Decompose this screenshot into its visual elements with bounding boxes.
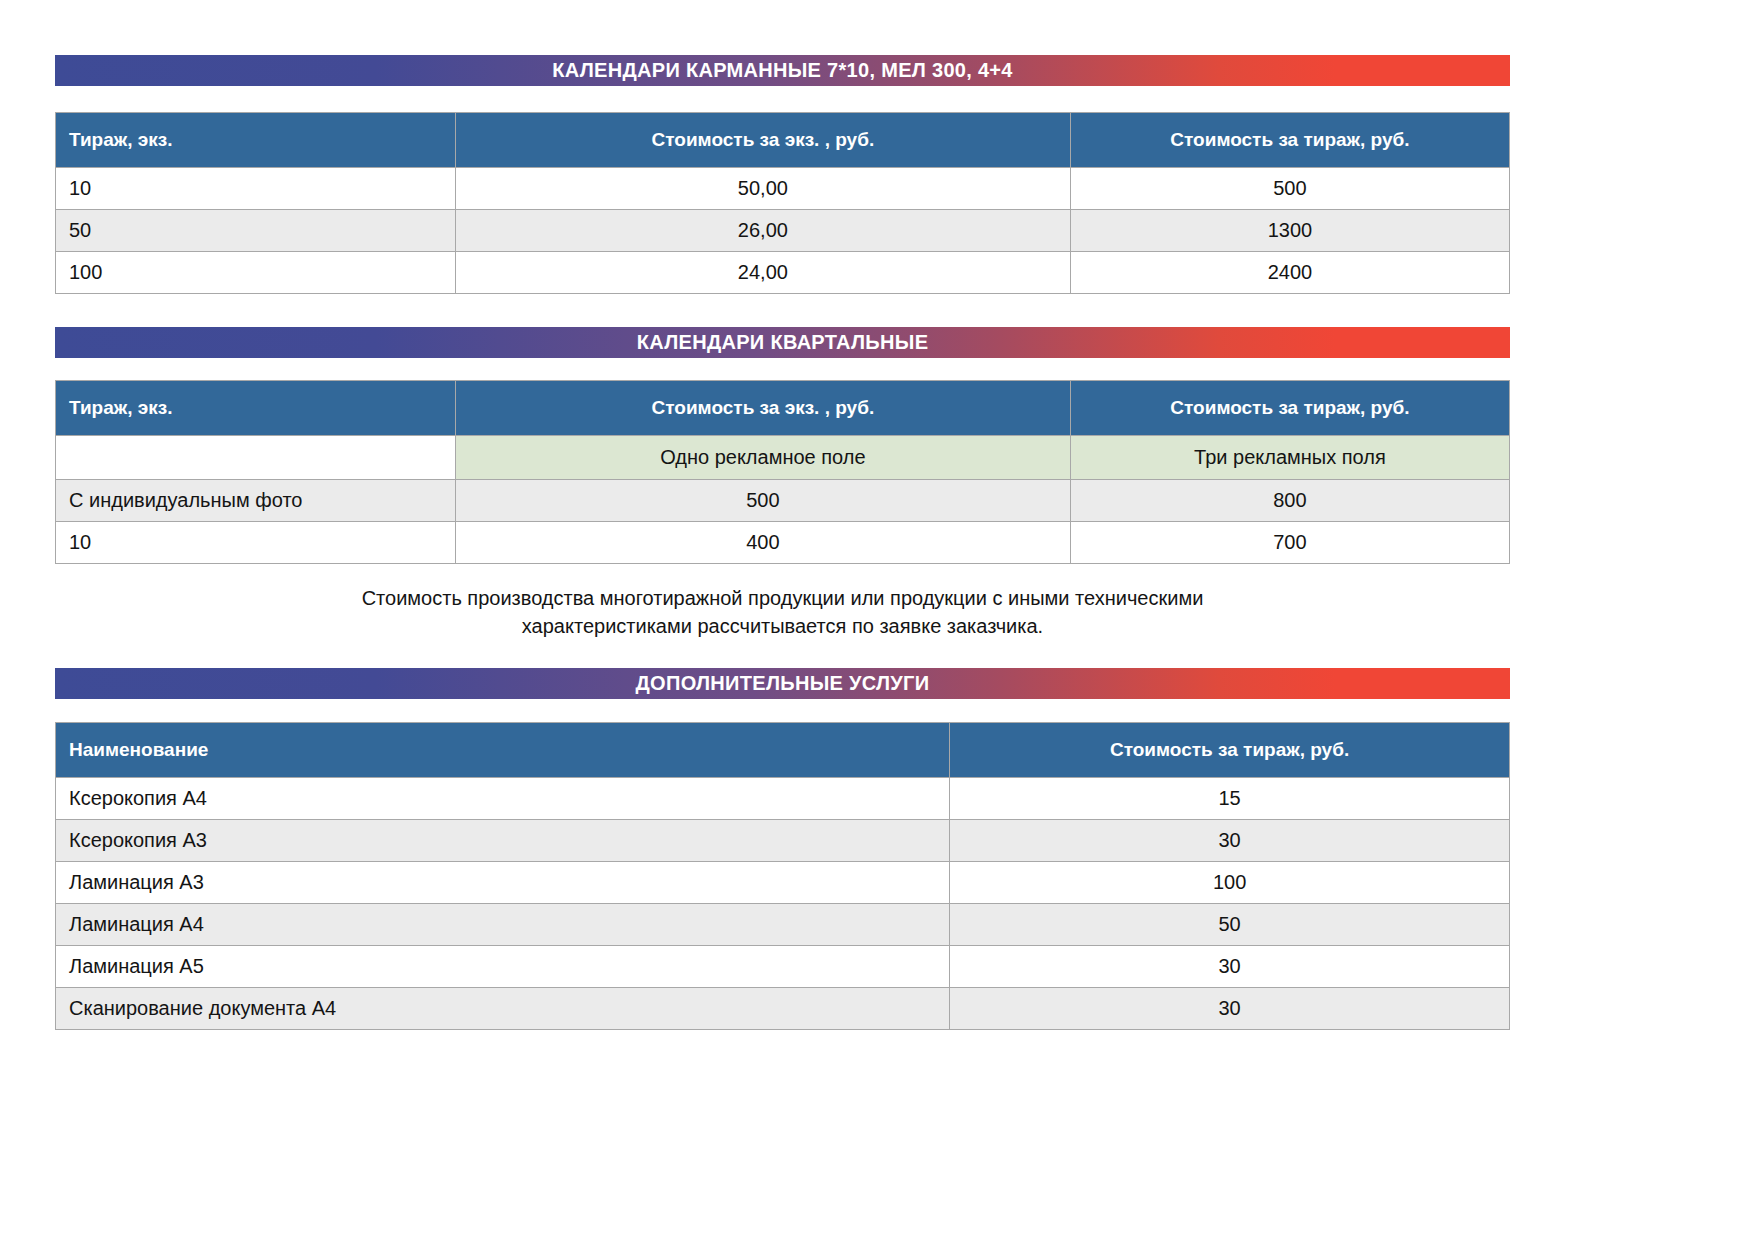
cell-service-name: Ксерокопия А4 [56,778,950,820]
cell-price-per-item: 24,00 [455,252,1070,294]
price-list-content: КАЛЕНДАРИ КАРМАННЫЕ 7*10, МЕЛ 300, 4+4 Т… [55,55,1510,1030]
column-header-tirazh: Тираж, экз. [56,113,456,168]
cell-blank [56,436,456,480]
section-banner-quarterly-calendars: КАЛЕНДАРИ КВАРТАЛЬНЫЕ [55,327,1510,358]
cell-service-price: 15 [950,778,1510,820]
cell-price-per-item: 26,00 [455,210,1070,252]
table-row: Ксерокопия А4 15 [56,778,1510,820]
cell-tirazh: С индивидуальным фото [56,480,456,522]
table-header-row: Наименование Стоимость за тираж, руб. [56,723,1510,778]
table-row: Сканирование документа А4 30 [56,988,1510,1030]
price-list-page: КАЛЕНДАРИ КАРМАННЫЕ 7*10, МЕЛ 300, 4+4 Т… [0,0,1754,1241]
note-line-1: Стоимость производства многотиражной про… [55,584,1510,612]
table-row: С индивидуальным фото 500 800 [56,480,1510,522]
cell-price-per-run: 500 [1070,168,1509,210]
table-row: 50 26,00 1300 [56,210,1510,252]
table-row: 100 24,00 2400 [56,252,1510,294]
table-row: Ламинация А5 30 [56,946,1510,988]
cell-service-price: 50 [950,904,1510,946]
cell-price-one-field: 500 [455,480,1070,522]
note-line-2: характеристиками рассчитывается по заявк… [55,612,1510,640]
cell-one-ad-field: Одно рекламное поле [455,436,1070,480]
table-header-row: Тираж, экз. Стоимость за экз. , руб. Сто… [56,113,1510,168]
table-row: 10 400 700 [56,522,1510,564]
custom-order-note: Стоимость производства многотиражной про… [55,584,1510,640]
quarterly-calendars-price-table: Тираж, экз. Стоимость за экз. , руб. Сто… [55,380,1510,564]
cell-service-price: 100 [950,862,1510,904]
column-header-price-per-run: Стоимость за тираж, руб. [950,723,1510,778]
column-header-tirazh: Тираж, экз. [56,381,456,436]
section-title: КАЛЕНДАРИ КВАРТАЛЬНЫЕ [637,331,929,354]
cell-price-one-field: 400 [455,522,1070,564]
cell-three-ad-fields: Три рекламных поля [1070,436,1509,480]
cell-tirazh: 10 [56,168,456,210]
column-header-price-per-item: Стоимость за экз. , руб. [455,113,1070,168]
table-header-row: Тираж, экз. Стоимость за экз. , руб. Сто… [56,381,1510,436]
section-banner-pocket-calendars: КАЛЕНДАРИ КАРМАННЫЕ 7*10, МЕЛ 300, 4+4 [55,55,1510,86]
cell-service-name: Ламинация А4 [56,904,950,946]
table-row: 10 50,00 500 [56,168,1510,210]
cell-service-price: 30 [950,820,1510,862]
table-row: Ксерокопия А3 30 [56,820,1510,862]
cell-price-per-run: 2400 [1070,252,1509,294]
cell-price-per-item: 50,00 [455,168,1070,210]
pocket-calendars-price-table: Тираж, экз. Стоимость за экз. , руб. Сто… [55,112,1510,294]
table-row: Ламинация А3 100 [56,862,1510,904]
cell-service-name: Сканирование документа А4 [56,988,950,1030]
cell-price-three-fields: 800 [1070,480,1509,522]
ad-fields-subheader-row: Одно рекламное поле Три рекламных поля [56,436,1510,480]
cell-tirazh: 50 [56,210,456,252]
cell-service-price: 30 [950,988,1510,1030]
cell-service-name: Ламинация А3 [56,862,950,904]
cell-tirazh: 100 [56,252,456,294]
cell-tirazh: 10 [56,522,456,564]
table-row: Ламинация А4 50 [56,904,1510,946]
column-header-price-per-item: Стоимость за экз. , руб. [455,381,1070,436]
section-title: ДОПОЛНИТЕЛЬНЫЕ УСЛУГИ [636,672,930,695]
section-banner-additional-services: ДОПОЛНИТЕЛЬНЫЕ УСЛУГИ [55,668,1510,699]
cell-price-per-run: 1300 [1070,210,1509,252]
section-title: КАЛЕНДАРИ КАРМАННЫЕ 7*10, МЕЛ 300, 4+4 [552,59,1013,82]
cell-service-price: 30 [950,946,1510,988]
cell-service-name: Ксерокопия А3 [56,820,950,862]
additional-services-price-table: Наименование Стоимость за тираж, руб. Кс… [55,722,1510,1030]
column-header-price-per-run: Стоимость за тираж, руб. [1070,381,1509,436]
column-header-name: Наименование [56,723,950,778]
cell-service-name: Ламинация А5 [56,946,950,988]
cell-price-three-fields: 700 [1070,522,1509,564]
column-header-price-per-run: Стоимость за тираж, руб. [1070,113,1509,168]
